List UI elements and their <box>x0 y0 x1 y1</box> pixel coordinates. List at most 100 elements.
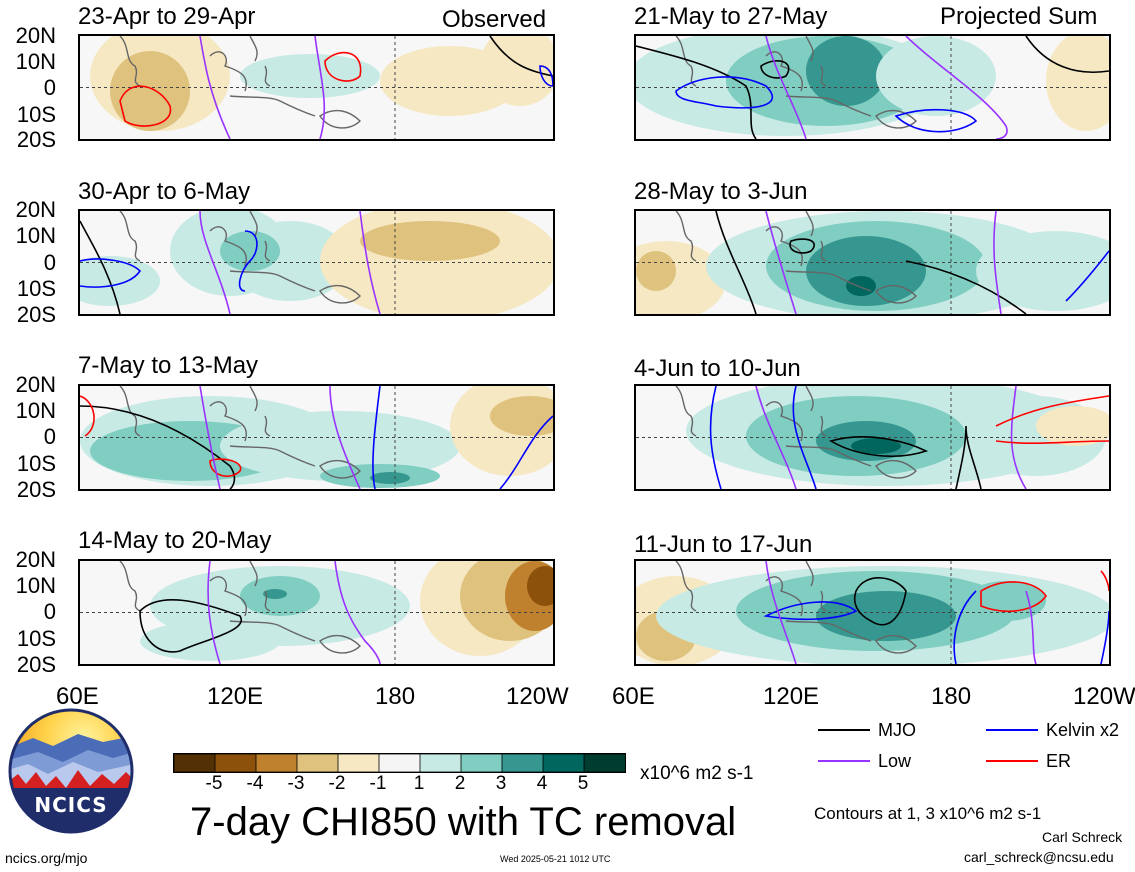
coastline <box>319 109 361 129</box>
coastline <box>875 284 917 304</box>
contour-line <box>853 577 907 626</box>
shading <box>370 472 410 484</box>
contour-line <box>199 36 231 139</box>
shading <box>876 36 996 116</box>
panel-title: 4-Jun to 10-Jun <box>634 355 801 382</box>
observed-label: Observed <box>442 6 547 33</box>
lon-label: 60E <box>56 683 99 710</box>
legend-label-mjo: MJO <box>878 720 916 740</box>
coastline <box>675 561 697 612</box>
coastline <box>765 401 803 442</box>
coastline <box>319 634 361 654</box>
lon-label: 120E <box>207 683 264 710</box>
lon-label: 180 <box>375 683 416 710</box>
colorbar-tick: -5 <box>205 773 223 794</box>
contour-line <box>489 36 553 77</box>
author-email[interactable]: carl_schreck@ncsu.edu <box>964 849 1114 865</box>
coastline <box>785 445 872 467</box>
colorbar-swatch <box>542 754 585 772</box>
shading <box>636 251 676 291</box>
lat-label: 0 <box>43 599 56 624</box>
coastline <box>765 226 803 267</box>
coastline <box>249 561 271 612</box>
ncics-logo: NCICS <box>8 708 134 834</box>
shading <box>110 51 190 131</box>
coastline <box>119 386 141 437</box>
contour-line <box>329 386 361 489</box>
lon-label: 120W <box>506 683 569 710</box>
contour-line <box>715 211 757 314</box>
map-panel-p8 <box>634 559 1111 666</box>
contour-line <box>80 258 142 288</box>
colorbar-swatch <box>255 754 298 772</box>
contour-line <box>765 211 797 314</box>
contour-line <box>675 76 774 109</box>
contour-line <box>199 211 231 314</box>
contour-line <box>765 561 797 664</box>
legend-swatch-mjo <box>818 729 870 731</box>
panel-title: 7-May to 13-May <box>78 352 259 379</box>
lon-label: 120E <box>763 683 820 710</box>
author: Carl Schreck <box>1042 829 1123 845</box>
panel-title: 11-Jun to 17-Jun <box>634 531 813 558</box>
contour-line <box>894 108 978 133</box>
lat-label: 0 <box>43 250 56 275</box>
contour-line <box>139 599 243 653</box>
colorbar-units: x10^6 m2 s-1 <box>640 763 754 784</box>
contour-line <box>755 386 797 489</box>
contour-line <box>1065 250 1109 302</box>
colorbar-swatch <box>174 754 216 772</box>
lat-label: 10S <box>16 102 56 127</box>
coastline <box>319 284 361 304</box>
lat-label: 20S <box>16 477 56 502</box>
contour-line <box>1025 36 1109 74</box>
lat-label: 0 <box>43 424 56 449</box>
colorbar-tick: 3 <box>495 773 507 794</box>
map-panel-p3 <box>78 384 555 491</box>
coastline <box>249 211 271 262</box>
colorbar-swatch <box>296 754 339 772</box>
map-panel-p4 <box>78 559 555 666</box>
shading <box>966 581 1046 621</box>
shading <box>1046 36 1109 131</box>
coastline <box>875 109 917 129</box>
colorbar-tick: -3 <box>287 773 305 794</box>
lon-label: 120W <box>1073 683 1135 710</box>
contour-line <box>324 51 362 82</box>
legend-swatch-kelvin <box>986 729 1038 731</box>
contour-line <box>314 36 326 139</box>
contour-line <box>995 395 1109 427</box>
colorbar-tick: 4 <box>536 773 548 794</box>
coastline <box>675 211 697 262</box>
shading <box>480 36 553 106</box>
contour-line <box>993 211 1002 314</box>
logo-text: NCICS <box>34 793 108 817</box>
map-panel-p2 <box>78 209 555 316</box>
shading <box>527 566 553 606</box>
lat-label: 20S <box>16 302 56 327</box>
contour-line <box>905 260 1027 314</box>
coastline <box>209 226 247 267</box>
site-url[interactable]: ncics.org/mjo <box>5 850 88 866</box>
contour-line <box>636 45 757 139</box>
coastline <box>765 576 803 617</box>
map-panel-p6 <box>634 209 1111 316</box>
coastline <box>209 576 247 617</box>
coastline <box>875 459 917 479</box>
lat-label: 0 <box>43 75 56 100</box>
shading <box>846 276 876 296</box>
contour-line <box>789 238 816 254</box>
shading <box>220 411 460 481</box>
coastline <box>229 445 316 467</box>
coastline <box>785 270 872 292</box>
colorbar-tick: -1 <box>369 773 387 794</box>
coastline <box>785 95 872 117</box>
panel-title: 28-May to 3-Jun <box>634 178 808 205</box>
shading <box>80 256 160 306</box>
colorbar <box>173 753 626 773</box>
lon-label: 180 <box>931 683 972 710</box>
coastline <box>119 211 141 262</box>
lat-label: 10N <box>15 573 56 598</box>
contour-line <box>1100 570 1109 592</box>
colorbar-swatch <box>214 754 257 772</box>
